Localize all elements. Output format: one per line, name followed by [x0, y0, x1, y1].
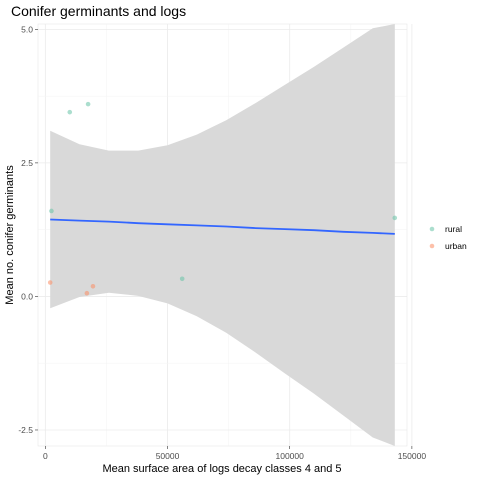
confidence-band: [50, 24, 395, 446]
y-tick-label: 2.5: [21, 158, 33, 168]
fit-line: [50, 218, 395, 235]
point-urban: [47, 280, 53, 285]
x-axis-ticks: 0 50000 100000 150000: [43, 446, 426, 461]
points-layer: [47, 101, 398, 296]
y-tick-label: 5.0: [21, 24, 33, 34]
point-rural: [392, 215, 398, 221]
legend-label-rural: rural: [445, 224, 462, 234]
legend-label-urban: urban: [445, 241, 467, 251]
y-axis-ticks: -2.5 0.0 2.5 5.0: [18, 24, 38, 435]
point-rural: [85, 101, 91, 107]
y-axis-title: Mean no. conifer germinants: [4, 165, 16, 305]
point-rural: [67, 109, 73, 115]
x-tick-label: 0: [43, 451, 48, 461]
y-tick-label: 0.0: [21, 291, 33, 301]
legend-key-urban: [429, 243, 435, 249]
x-tick-label: 100000: [276, 451, 305, 461]
fit-line-layer: [50, 218, 395, 235]
y-tick-label: -2.5: [18, 425, 33, 435]
x-tick-label: 150000: [398, 451, 427, 461]
legend: rural urban: [429, 224, 467, 251]
confidence-band-layer: [50, 24, 395, 446]
chart-title: Conifer germinants and logs: [11, 3, 186, 19]
x-axis-title: Mean surface area of logs decay classes …: [102, 463, 341, 475]
point-rural: [179, 276, 185, 282]
point-rural: [49, 208, 54, 214]
x-tick-label: 50000: [156, 451, 180, 461]
legend-key-rural: [429, 226, 435, 232]
point-urban: [90, 283, 96, 289]
point-urban: [84, 290, 90, 296]
